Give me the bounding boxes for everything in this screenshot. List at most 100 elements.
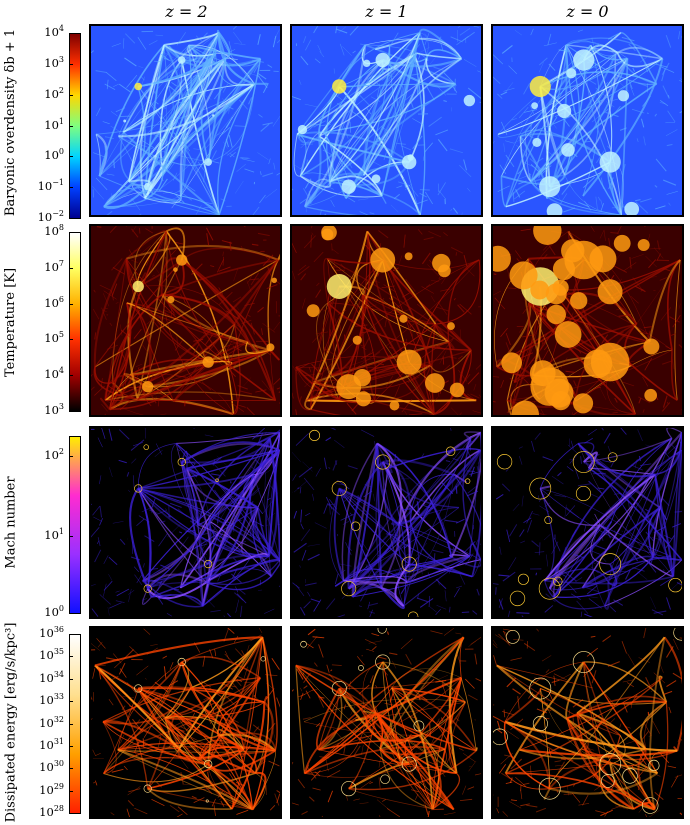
column-header-z0: z = 0 xyxy=(566,2,609,21)
tick-base: 10 xyxy=(44,367,59,382)
colorbar-tick-mark xyxy=(69,679,73,680)
colorbar-tick-label: 102 xyxy=(44,85,64,101)
colorbar-tick-mark xyxy=(69,95,73,96)
tick-exponent: 2 xyxy=(58,85,64,95)
panel-temperature-z1 xyxy=(290,224,483,417)
colorbar-tick-label: 101 xyxy=(44,528,64,542)
tick-exponent: 29 xyxy=(53,781,64,791)
tick-base: 10 xyxy=(44,55,59,70)
column-header-z1: z = 1 xyxy=(365,2,408,21)
tick-base: 10 xyxy=(44,403,59,417)
colorbar-tick-mark xyxy=(69,33,73,34)
row-label-density: Baryonic overdensity δb + 1 xyxy=(0,24,22,220)
panel-energy-z1 xyxy=(290,626,483,819)
colorbar-tick-mark xyxy=(69,656,73,657)
colorbar-tick-label: 10−2 xyxy=(37,209,64,224)
colorbar-tick-label: 106 xyxy=(44,294,64,310)
colorbar-tick-mark xyxy=(69,232,73,233)
colorbar-tick-mark xyxy=(69,634,73,635)
tick-base: 10 xyxy=(39,805,54,819)
tick-exponent: 28 xyxy=(53,804,64,814)
colorbar-tick-label: 100 xyxy=(44,604,64,619)
colorbar-tick-label: 101 xyxy=(44,117,64,132)
tick-exponent: 36 xyxy=(53,625,64,635)
tick-exponent: 35 xyxy=(53,647,64,657)
panel-image xyxy=(292,26,481,215)
row-label-energy: Dissipated energy [erg/s/kpc³] xyxy=(0,622,22,822)
colorbar-tick-mark xyxy=(69,813,73,814)
panel-image xyxy=(493,628,682,817)
colorbar-tick-mark xyxy=(69,339,73,340)
tick-exponent: 32 xyxy=(53,714,64,724)
tick-base: 10 xyxy=(39,626,54,640)
tick-exponent: 33 xyxy=(53,692,64,702)
tick-exponent: 4 xyxy=(58,366,64,376)
colorbar-tick-label: 104 xyxy=(44,24,64,39)
column-header-z2: z = 2 xyxy=(165,2,208,21)
panel-image xyxy=(292,226,481,415)
tick-base: 10 xyxy=(39,670,54,685)
colorbar-tick-label: 103 xyxy=(44,55,64,70)
panel-energy-z2 xyxy=(89,626,282,819)
panel-image xyxy=(91,628,280,817)
tick-base: 10 xyxy=(44,86,59,101)
colorbar-mach xyxy=(69,436,81,614)
colorbar-tick-mark xyxy=(69,187,73,188)
tick-base: 10 xyxy=(44,117,59,132)
colorbar-tick-label: 10−1 xyxy=(38,178,64,193)
colorbar-tick-label: 1030 xyxy=(39,759,64,775)
tick-exponent: 4 xyxy=(58,24,64,34)
row-label-mach: Mach number xyxy=(0,424,22,620)
tick-base: 10 xyxy=(44,259,59,274)
colorbar-tick-label: 1035 xyxy=(39,647,64,663)
tick-base: 10 xyxy=(44,295,59,310)
tick-exponent: 30 xyxy=(53,759,64,769)
colorbar-tick-mark xyxy=(69,156,73,157)
panel-temperature-z2 xyxy=(89,224,282,417)
colorbar-tick-mark xyxy=(69,536,73,537)
row-label-mach-text: Mach number xyxy=(3,475,19,569)
colorbar-tick-label: 1036 xyxy=(39,625,64,640)
tick-exponent: 34 xyxy=(53,669,64,679)
colorbar-tick-mark xyxy=(69,268,73,269)
tick-base: 10 xyxy=(44,331,59,346)
tick-exponent: −1 xyxy=(52,178,64,188)
colorbar-tick-mark xyxy=(69,304,73,305)
row-label-temperature-text: Temperature [K] xyxy=(3,267,19,377)
tick-base: 10 xyxy=(44,448,59,462)
colorbar-tick-label: 107 xyxy=(44,259,64,274)
colorbar-tick-label: 1032 xyxy=(39,714,64,730)
colorbar-tick-mark xyxy=(69,218,73,219)
panel-mach-z0 xyxy=(491,426,684,619)
tick-exponent: 0 xyxy=(58,604,64,614)
panel-density-z0 xyxy=(491,24,684,217)
panel-image xyxy=(292,428,481,617)
colorbar-tick-mark xyxy=(69,724,73,725)
panel-density-z2 xyxy=(89,24,282,217)
colorbar-temperature xyxy=(69,232,81,412)
tick-base: 10 xyxy=(37,210,53,224)
panel-image xyxy=(91,26,280,215)
colorbar-tick-label: 108 xyxy=(44,223,64,238)
tick-base: 10 xyxy=(39,648,54,663)
tick-base: 10 xyxy=(44,224,59,238)
colorbar-tick-mark xyxy=(69,791,73,792)
row-label-density-text: Baryonic overdensity δb + 1 xyxy=(3,28,19,216)
colorbar-tick-mark xyxy=(69,746,73,747)
tick-base: 10 xyxy=(44,528,59,542)
colorbar-tick-mark xyxy=(69,411,73,412)
tick-base: 10 xyxy=(39,760,54,775)
colorbar-tick-label: 100 xyxy=(44,148,64,162)
colorbar-tick-label: 104 xyxy=(44,366,64,382)
tick-exponent: 3 xyxy=(58,55,64,64)
tick-base: 10 xyxy=(39,737,54,752)
tick-exponent: 6 xyxy=(58,294,64,304)
colorbar-tick-label: 102 xyxy=(44,448,64,462)
panel-image xyxy=(493,26,682,215)
row-label-energy-text: Dissipated energy [erg/s/kpc³] xyxy=(3,622,19,822)
panel-image xyxy=(493,428,682,617)
tick-base: 10 xyxy=(44,25,59,39)
tick-exponent: 8 xyxy=(58,223,64,233)
panel-density-z1 xyxy=(290,24,483,217)
tick-exponent: −2 xyxy=(52,209,64,219)
